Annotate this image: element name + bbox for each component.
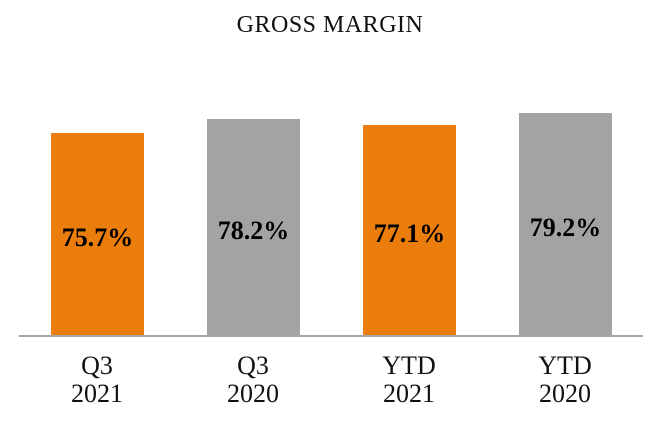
bar-q3-2021: 75.7% (51, 133, 144, 335)
bar-ytd-2020: 79.2% (519, 113, 612, 335)
x-axis-tick-label-ytd-2021: YTD 2021 (349, 352, 469, 408)
x-axis-tick-line: YTD (382, 351, 436, 380)
x-axis-tick-line: 2021 (383, 379, 435, 408)
chart-title: GROSS MARGIN (236, 12, 424, 38)
x-axis-tick-line: 2020 (539, 379, 591, 408)
x-axis-tick-label-q3-2021: Q3 2021 (37, 352, 157, 408)
bar-q3-2020: 78.2% (207, 119, 300, 335)
bar-value-label: 77.1% (373, 219, 446, 249)
x-axis-tick-line: Q3 (237, 351, 269, 380)
x-axis-tick-label-ytd-2020: YTD 2020 (505, 352, 625, 408)
bar-ytd-2021: 77.1% (363, 125, 456, 335)
x-axis-tick-line: 2021 (71, 379, 123, 408)
bar-value-label: 78.2% (217, 216, 290, 246)
x-axis-tick-line: 2020 (227, 379, 279, 408)
x-axis-tick-line: Q3 (81, 351, 113, 380)
x-axis-tick-line: YTD (538, 351, 592, 380)
x-axis-tick-label-q3-2020: Q3 2020 (193, 352, 313, 408)
bar-value-label: 75.7% (61, 223, 134, 253)
x-axis-line (19, 335, 643, 337)
bar-value-label: 79.2% (529, 213, 602, 243)
